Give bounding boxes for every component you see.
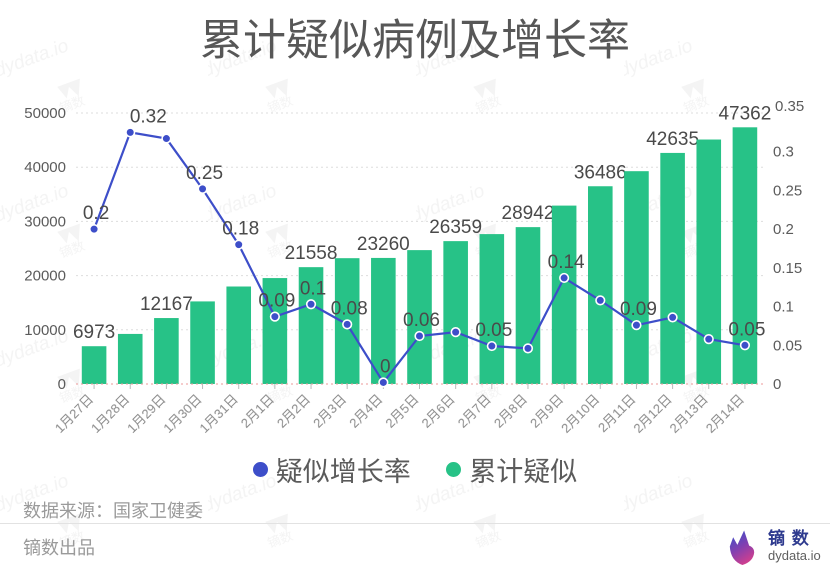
svg-text:12167: 12167 xyxy=(140,294,193,315)
svg-text:0.18: 0.18 xyxy=(222,219,259,240)
svg-text:0.09: 0.09 xyxy=(258,291,295,312)
svg-text:2月4日: 2月4日 xyxy=(346,392,385,431)
svg-text:2月8日: 2月8日 xyxy=(491,392,530,431)
svg-text:2月5日: 2月5日 xyxy=(382,392,421,431)
svg-text:40000: 40000 xyxy=(24,159,66,176)
svg-text:0.1: 0.1 xyxy=(773,299,794,316)
svg-text:0.1: 0.1 xyxy=(300,278,326,299)
svg-text:0.32: 0.32 xyxy=(130,106,167,127)
svg-text:2月7日: 2月7日 xyxy=(455,392,494,431)
svg-text:2月14日: 2月14日 xyxy=(703,392,747,436)
svg-text:2月10日: 2月10日 xyxy=(558,392,602,436)
svg-text:0.15: 0.15 xyxy=(773,260,802,277)
svg-text:0.05: 0.05 xyxy=(773,337,802,354)
svg-text:0.35: 0.35 xyxy=(775,98,804,115)
svg-text:1月28日: 1月28日 xyxy=(88,392,132,436)
svg-text:42635: 42635 xyxy=(646,129,699,150)
svg-text:0.25: 0.25 xyxy=(186,163,223,184)
svg-text:1月27日: 1月27日 xyxy=(52,392,96,436)
svg-text:23260: 23260 xyxy=(357,234,410,255)
svg-text:2月13日: 2月13日 xyxy=(667,392,711,436)
svg-text:0.2: 0.2 xyxy=(773,221,794,238)
svg-text:0.2: 0.2 xyxy=(83,203,109,224)
svg-text:36486: 36486 xyxy=(574,162,627,183)
svg-text:6973: 6973 xyxy=(73,322,115,343)
svg-text:2月1日: 2月1日 xyxy=(238,392,277,431)
svg-text:47362: 47362 xyxy=(718,103,771,124)
svg-text:0.05: 0.05 xyxy=(475,320,512,341)
svg-text:0.25: 0.25 xyxy=(773,182,802,199)
svg-text:26359: 26359 xyxy=(429,217,482,238)
svg-text:1月30日: 1月30日 xyxy=(160,392,204,436)
svg-text:0.06: 0.06 xyxy=(403,310,440,331)
svg-text:0: 0 xyxy=(380,356,391,377)
svg-text:0.09: 0.09 xyxy=(620,299,657,320)
svg-text:28942: 28942 xyxy=(502,203,555,224)
svg-text:0.05: 0.05 xyxy=(728,319,765,340)
svg-text:30000: 30000 xyxy=(24,213,66,230)
svg-text:21558: 21558 xyxy=(285,243,338,264)
svg-text:0: 0 xyxy=(58,376,66,393)
svg-text:2月12日: 2月12日 xyxy=(630,392,674,436)
svg-text:2月3日: 2月3日 xyxy=(310,392,349,431)
svg-text:2月6日: 2月6日 xyxy=(419,392,458,431)
svg-text:0: 0 xyxy=(773,376,781,393)
svg-text:1月29日: 1月29日 xyxy=(124,392,168,436)
svg-text:0.08: 0.08 xyxy=(331,298,368,319)
svg-text:50000: 50000 xyxy=(24,105,66,122)
svg-text:10000: 10000 xyxy=(24,322,66,339)
svg-text:0.14: 0.14 xyxy=(548,252,585,273)
svg-text:20000: 20000 xyxy=(24,268,66,285)
svg-text:0.3: 0.3 xyxy=(773,144,794,161)
svg-text:1月31日: 1月31日 xyxy=(196,392,240,436)
svg-text:2月2日: 2月2日 xyxy=(274,392,313,431)
svg-text:2月11日: 2月11日 xyxy=(595,392,639,436)
